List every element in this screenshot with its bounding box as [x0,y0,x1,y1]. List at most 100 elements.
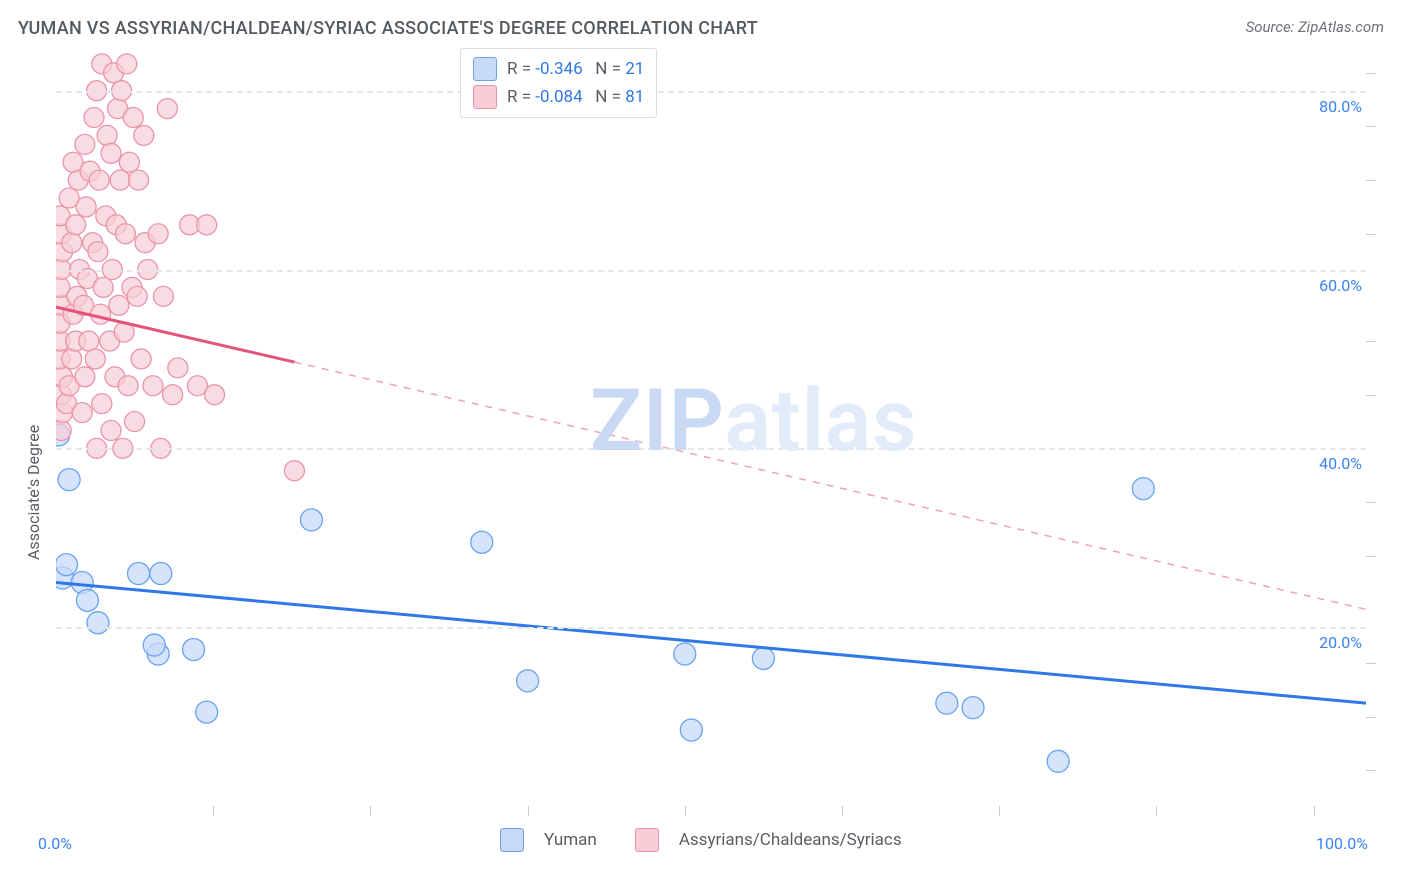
x-tick-mark [842,806,843,816]
y-tick-mark [1366,395,1376,396]
data-point [168,358,188,378]
data-point [153,286,173,306]
data-point [101,143,121,163]
data-point [134,125,154,145]
x-tick-right: 100.0% [1316,834,1368,853]
y-tick-mark [1366,180,1376,181]
data-point [197,215,217,235]
data-point [115,224,135,244]
data-point [85,349,105,369]
data-point [284,461,304,481]
data-point [163,385,183,405]
data-point [962,697,984,719]
series-legend: Yuman Assyrians/Chaldeans/Syriacs [500,828,920,852]
legend-label: Assyrians/Chaldeans/Syriacs [679,830,902,850]
x-tick-mark [685,806,686,816]
trend-line [56,582,1366,703]
grid-line [56,627,1366,629]
x-tick-mark [528,806,529,816]
chart-title: YUMAN VS ASSYRIAN/CHALDEAN/SYRIAC ASSOCI… [18,18,758,39]
data-point [196,701,218,723]
x-tick-mark [213,806,214,816]
data-point [89,170,109,190]
data-point [129,170,149,190]
data-point [66,215,86,235]
data-point [131,349,151,369]
trend-line-dashed [294,362,1366,609]
data-point [752,647,774,669]
y-tick-mark [1366,126,1376,127]
y-tick-mark [1366,717,1376,718]
data-point [157,99,177,119]
data-point [123,108,143,128]
y-tick-mark [1366,502,1376,503]
x-tick-mark [370,806,371,816]
data-point [148,224,168,244]
y-tick-label: 20.0% [1306,633,1362,652]
data-point [92,394,112,414]
data-point [1047,750,1069,772]
data-point [56,554,77,576]
data-point [143,634,165,656]
data-point [936,692,958,714]
data-point [119,152,139,172]
legend-swatch [473,57,497,81]
data-point [109,295,129,315]
data-point [1132,478,1154,500]
data-point [183,639,205,661]
y-tick-mark [1366,770,1376,771]
data-point [97,125,117,145]
x-tick-mark [1156,806,1157,816]
data-point [125,412,145,432]
data-point [205,385,225,405]
data-point [117,54,137,74]
legend-swatch [473,85,497,109]
y-axis-label: Associate's Degree [24,425,43,560]
data-point [75,367,95,387]
data-point [93,277,113,297]
grid-line [56,448,1366,450]
data-point [127,286,147,306]
data-point [62,233,82,253]
scatter-plot: 20.0%40.0%60.0%80.0% [56,46,1366,806]
data-point [58,469,80,491]
data-point [118,376,138,396]
data-point [75,134,95,154]
data-point [76,197,96,217]
data-point [674,643,696,665]
y-tick-label: 60.0% [1306,276,1362,295]
data-point [79,331,99,351]
data-point [101,420,121,440]
legend-row: R = -0.346 N = 21 [473,55,644,83]
plot-svg [56,46,1366,806]
legend-label: Yuman [544,830,597,850]
data-point [517,670,539,692]
data-point [471,531,493,553]
y-tick-mark [1366,73,1376,74]
legend-text: R = -0.084 N = 81 [507,87,644,107]
legend-row: R = -0.084 N = 81 [473,83,644,111]
data-point [110,170,130,190]
y-tick-label: 40.0% [1306,454,1362,473]
y-tick-mark [1366,663,1376,664]
y-tick-mark [1366,556,1376,557]
data-point [150,563,172,585]
x-tick-mark [1314,806,1315,816]
x-tick-mark [999,806,1000,816]
data-point [56,420,71,440]
data-point [62,349,82,369]
correlation-legend: R = -0.346 N = 21 R = -0.084 N = 81 [460,48,657,118]
grid-line [56,91,1366,93]
data-point [88,242,108,262]
grid-line [56,270,1366,272]
legend-swatch [500,828,524,852]
data-point [87,612,109,634]
legend-text: R = -0.346 N = 21 [507,59,644,79]
x-tick-left: 0.0% [38,834,72,853]
data-point [143,376,163,396]
y-tick-mark [1366,234,1376,235]
source-label: Source: ZipAtlas.com [1246,18,1384,36]
legend-swatch [635,828,659,852]
data-point [680,719,702,741]
data-point [128,563,150,585]
